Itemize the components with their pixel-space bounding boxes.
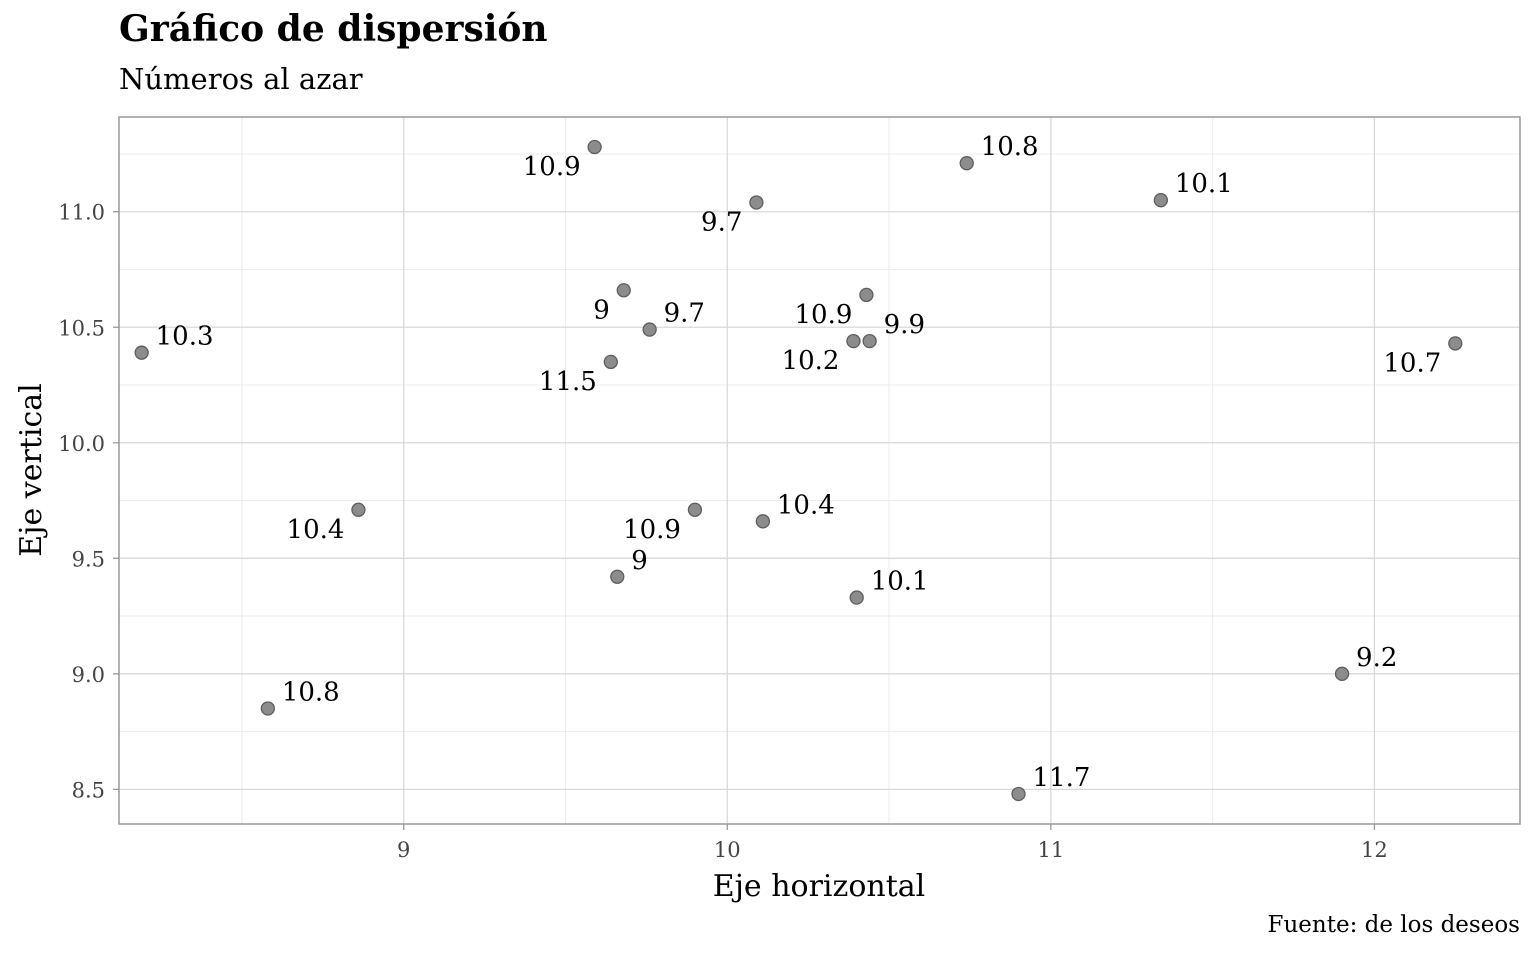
y-tick-label: 11.0 [58, 201, 105, 225]
x-axis-title: Eje horizontal [713, 869, 926, 904]
scatter-point [687, 502, 703, 517]
y-axis-title: Eje vertical [14, 383, 49, 556]
chart-title: Gráfico de dispersión [119, 8, 548, 50]
point-label: 9.9 [884, 310, 925, 340]
point-label: 11.5 [539, 367, 597, 397]
scatter-point [755, 514, 771, 529]
x-tick-label: 12 [1361, 838, 1388, 862]
point-label: 10.1 [871, 567, 929, 597]
y-tick-label: 10.0 [58, 432, 105, 456]
point-label: 10.3 [156, 322, 214, 352]
scatter-point [603, 354, 618, 370]
scatter-point [1011, 786, 1026, 802]
scatter-point [959, 156, 974, 171]
point-label: 10.9 [623, 515, 681, 545]
scatter-point [134, 345, 149, 360]
y-tick-label: 9.0 [72, 663, 105, 687]
scatter-point [846, 333, 861, 349]
scatter-point [642, 322, 657, 337]
point-labels: 10.310.410.810.99.710.810.19 9.711.510.9 9… [156, 132, 1442, 793]
chart-caption: Fuente: de los deseos [1267, 912, 1520, 938]
y-tick-label: 8.5 [72, 778, 105, 802]
scatter-point [260, 701, 275, 716]
point-label: 9.7 [664, 299, 705, 329]
y-axis-ticks: 8.5 9.0 9.5 10.0 10.5 11.0 [58, 201, 119, 802]
point-label: 10.1 [1175, 169, 1233, 199]
scatter-point [616, 283, 631, 298]
point-label: 9.2 [1356, 643, 1397, 673]
x-axis-ticks: 9 10 11 12 [397, 824, 1388, 862]
point-label: 9.7 [701, 207, 742, 237]
scatter-point [849, 590, 864, 605]
point-label: 10.9 [523, 152, 581, 182]
x-tick-label: 10 [714, 838, 741, 862]
point-label: 10.9 [795, 300, 853, 330]
point-label: 10.2 [782, 346, 840, 376]
scatter-point [1448, 336, 1463, 351]
point-label: 11.7 [1032, 763, 1090, 793]
point-label: 9 [593, 295, 610, 325]
scatter-point [610, 569, 625, 584]
y-tick-label: 10.5 [58, 316, 105, 340]
scatter-point [1334, 666, 1350, 681]
major-gridlines [119, 117, 1520, 824]
point-label: 10.7 [1383, 348, 1441, 378]
chart-subtitle: Números al azar [119, 62, 363, 96]
scatter-point [862, 333, 877, 349]
point-label: 10.8 [981, 132, 1039, 162]
point-label: 10.4 [777, 490, 835, 520]
minor-gridlines [119, 117, 1520, 824]
scatter-point [859, 287, 874, 303]
scatter-point [1153, 193, 1169, 208]
y-tick-label: 9.5 [72, 547, 105, 571]
scatter-point [351, 502, 366, 517]
x-tick-label: 9 [397, 838, 410, 862]
point-label: 10.8 [282, 677, 340, 707]
point-label: 10.4 [287, 515, 345, 545]
scatter-point [749, 195, 764, 210]
plot-panel-border [118, 116, 1521, 825]
point-label: 9 [631, 546, 648, 576]
scatter-points [134, 139, 1463, 802]
x-tick-label: 11 [1037, 838, 1064, 862]
scatter-point [587, 139, 602, 155]
